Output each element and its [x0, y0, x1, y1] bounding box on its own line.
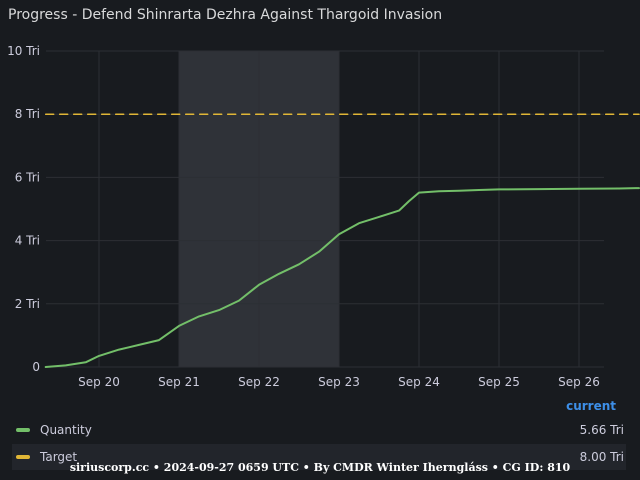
panel-title: Progress - Defend Shinrarta Dezhra Again… [8, 7, 443, 23]
y-tick-label: 10 Tri [7, 44, 40, 58]
y-tick-label: 8 Tri [15, 107, 40, 121]
y-tick-label: 4 Tri [15, 234, 40, 248]
legend-value-quantity: 5.66 Tri [579, 423, 624, 437]
legend-swatch-target [16, 455, 30, 459]
x-tick-label: Sep 22 [238, 375, 280, 389]
x-tick-label: Sep 25 [478, 375, 520, 389]
x-axis-ticks: Sep 20 Sep 21 Sep 22 Sep 23 Sep 24 Sep 25 Sep … [78, 375, 600, 389]
legend-item-target[interactable]: Target 8.00 Tri [12, 444, 626, 470]
x-tick-label: Sep 23 [318, 375, 360, 389]
legend-swatch-quantity [16, 428, 30, 432]
x-tick-label: Sep 24 [398, 375, 440, 389]
series-layer [44, 113, 640, 368]
y-tick-label: 2 Tri [15, 297, 40, 311]
x-tick-label: Sep 21 [158, 375, 200, 389]
legend-item-quantity[interactable]: Quantity 5.66 Tri [12, 417, 626, 443]
footer-credit: siriuscorp.cc • 2024-09-27 0659 UTC • By… [69, 461, 571, 474]
progress-chart: 0 2 Tri 4 Tri 6 Tri 8 Tri 10 Tri Sep 20 Sep 21… [7, 44, 640, 389]
x-tick-label: Sep 20 [78, 375, 120, 389]
legend-value-target: 8.00 Tri [579, 450, 624, 464]
series-line-quantity [44, 187, 640, 368]
x-tick-label: Sep 26 [558, 375, 600, 389]
legend-header[interactable]: current [566, 399, 616, 413]
legend-label-target: Target [40, 450, 78, 464]
y-axis-ticks: 0 2 Tri 4 Tri 6 Tri 8 Tri 10 Tri [7, 44, 40, 374]
legend-label-quantity: Quantity [40, 423, 92, 437]
y-tick-label: 0 [32, 360, 40, 374]
grid-layer [46, 50, 604, 368]
y-tick-label: 6 Tri [15, 170, 40, 184]
